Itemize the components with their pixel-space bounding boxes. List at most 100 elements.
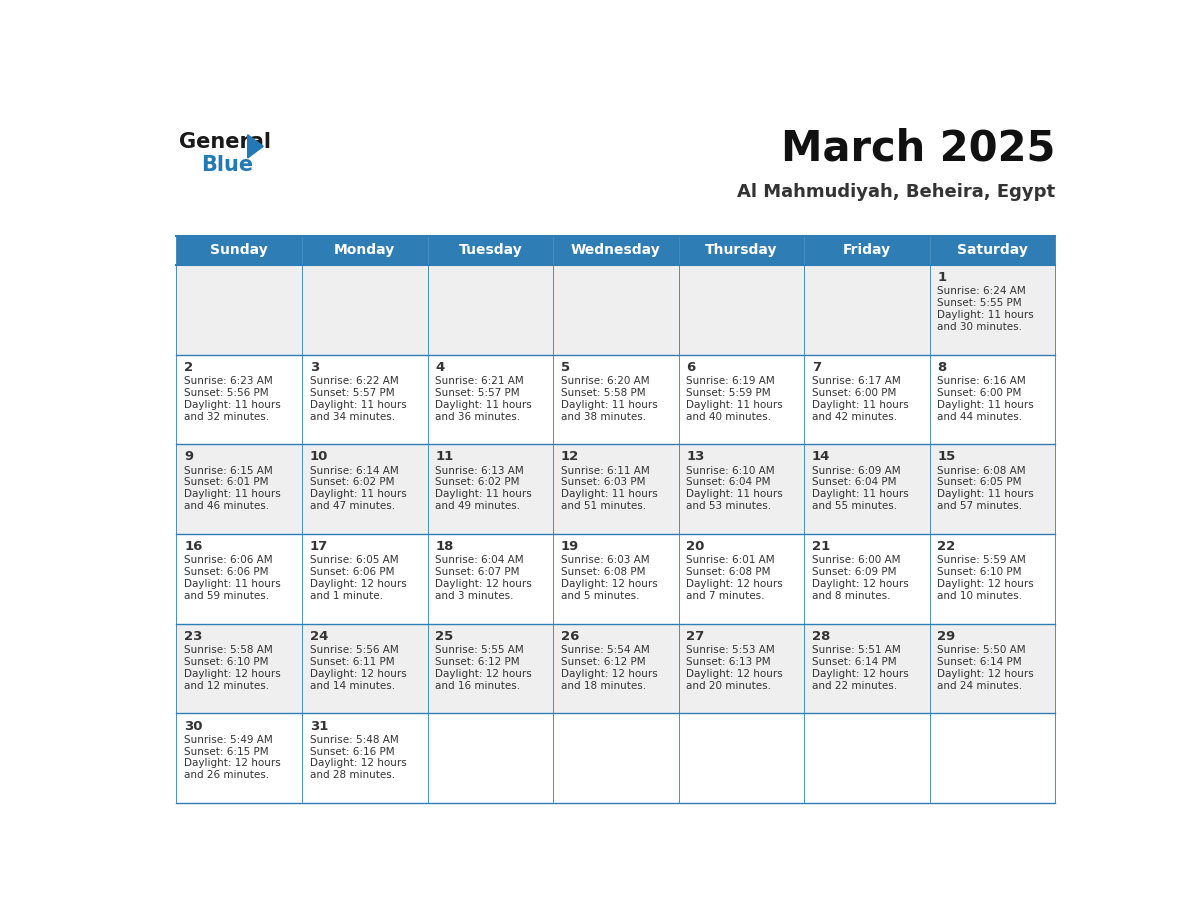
Text: Sunset: 5:56 PM: Sunset: 5:56 PM	[184, 387, 268, 397]
Text: and 44 minutes.: and 44 minutes.	[937, 411, 1023, 421]
Text: Sunrise: 5:56 AM: Sunrise: 5:56 AM	[310, 645, 398, 655]
Text: Daylight: 12 hours: Daylight: 12 hours	[811, 579, 909, 589]
Text: Daylight: 12 hours: Daylight: 12 hours	[310, 579, 406, 589]
Text: Sunrise: 6:21 AM: Sunrise: 6:21 AM	[435, 375, 524, 386]
Bar	[804, 236, 930, 265]
Bar	[804, 623, 930, 713]
Text: Sunset: 6:06 PM: Sunset: 6:06 PM	[184, 567, 268, 577]
Bar	[302, 623, 428, 713]
Bar	[554, 534, 678, 623]
Bar	[302, 236, 428, 265]
Bar	[428, 354, 554, 444]
Text: and 14 minutes.: and 14 minutes.	[310, 681, 394, 690]
Text: Daylight: 12 hours: Daylight: 12 hours	[310, 669, 406, 678]
Text: Daylight: 12 hours: Daylight: 12 hours	[435, 669, 532, 678]
Text: 22: 22	[937, 540, 955, 554]
Text: Sunrise: 5:55 AM: Sunrise: 5:55 AM	[435, 645, 524, 655]
Text: 28: 28	[811, 630, 830, 643]
Text: and 40 minutes.: and 40 minutes.	[687, 411, 771, 421]
Text: Sunset: 5:57 PM: Sunset: 5:57 PM	[310, 387, 394, 397]
Bar	[176, 713, 302, 803]
Text: Sunset: 6:01 PM: Sunset: 6:01 PM	[184, 477, 268, 487]
Text: Sunset: 6:13 PM: Sunset: 6:13 PM	[687, 657, 771, 666]
Text: Sunrise: 6:23 AM: Sunrise: 6:23 AM	[184, 375, 273, 386]
Bar	[804, 534, 930, 623]
Text: and 18 minutes.: and 18 minutes.	[561, 681, 646, 690]
Bar	[804, 354, 930, 444]
Text: 4: 4	[435, 361, 444, 374]
Text: Daylight: 12 hours: Daylight: 12 hours	[937, 579, 1035, 589]
Text: Daylight: 11 hours: Daylight: 11 hours	[937, 310, 1035, 320]
Bar	[678, 444, 804, 534]
Text: Sunrise: 5:58 AM: Sunrise: 5:58 AM	[184, 645, 273, 655]
Text: and 28 minutes.: and 28 minutes.	[310, 770, 394, 780]
Text: and 38 minutes.: and 38 minutes.	[561, 411, 646, 421]
Text: and 5 minutes.: and 5 minutes.	[561, 591, 639, 601]
Bar	[930, 623, 1055, 713]
Text: Sunrise: 6:24 AM: Sunrise: 6:24 AM	[937, 286, 1026, 297]
Text: 30: 30	[184, 720, 203, 733]
Text: Sunset: 6:12 PM: Sunset: 6:12 PM	[435, 657, 520, 666]
Bar	[176, 444, 302, 534]
Text: Sunrise: 5:59 AM: Sunrise: 5:59 AM	[937, 555, 1026, 565]
Text: 17: 17	[310, 540, 328, 554]
Text: Sunrise: 6:04 AM: Sunrise: 6:04 AM	[435, 555, 524, 565]
Text: Daylight: 11 hours: Daylight: 11 hours	[937, 399, 1035, 409]
Text: Sunrise: 5:53 AM: Sunrise: 5:53 AM	[687, 645, 775, 655]
Text: Sunrise: 6:05 AM: Sunrise: 6:05 AM	[310, 555, 398, 565]
Text: Wednesday: Wednesday	[571, 243, 661, 257]
Bar	[554, 444, 678, 534]
Text: 31: 31	[310, 720, 328, 733]
Text: Sunrise: 6:10 AM: Sunrise: 6:10 AM	[687, 465, 775, 476]
Text: 20: 20	[687, 540, 704, 554]
Text: 7: 7	[811, 361, 821, 374]
Text: and 1 minute.: and 1 minute.	[310, 591, 383, 601]
Text: Thursday: Thursday	[706, 243, 778, 257]
Bar	[176, 354, 302, 444]
Text: Tuesday: Tuesday	[459, 243, 523, 257]
Text: Sunset: 5:55 PM: Sunset: 5:55 PM	[937, 298, 1022, 308]
Text: and 7 minutes.: and 7 minutes.	[687, 591, 765, 601]
Text: Sunset: 6:05 PM: Sunset: 6:05 PM	[937, 477, 1022, 487]
Text: Sunrise: 6:06 AM: Sunrise: 6:06 AM	[184, 555, 273, 565]
Text: Sunset: 6:03 PM: Sunset: 6:03 PM	[561, 477, 645, 487]
Text: Daylight: 11 hours: Daylight: 11 hours	[435, 489, 532, 499]
Bar	[804, 713, 930, 803]
Text: Daylight: 12 hours: Daylight: 12 hours	[184, 669, 280, 678]
Text: 11: 11	[435, 451, 454, 464]
Text: Saturday: Saturday	[958, 243, 1028, 257]
Text: Sunrise: 6:14 AM: Sunrise: 6:14 AM	[310, 465, 398, 476]
Text: 6: 6	[687, 361, 696, 374]
Text: Sunrise: 5:48 AM: Sunrise: 5:48 AM	[310, 734, 398, 744]
Text: Sunset: 6:07 PM: Sunset: 6:07 PM	[435, 567, 520, 577]
Text: Daylight: 11 hours: Daylight: 11 hours	[184, 489, 280, 499]
Text: and 57 minutes.: and 57 minutes.	[937, 501, 1023, 511]
Bar	[302, 354, 428, 444]
Text: Daylight: 11 hours: Daylight: 11 hours	[184, 399, 280, 409]
Text: Sunset: 6:04 PM: Sunset: 6:04 PM	[811, 477, 897, 487]
Text: Sunrise: 6:03 AM: Sunrise: 6:03 AM	[561, 555, 650, 565]
Text: Daylight: 11 hours: Daylight: 11 hours	[184, 579, 280, 589]
Text: Sunrise: 5:54 AM: Sunrise: 5:54 AM	[561, 645, 650, 655]
Text: Daylight: 11 hours: Daylight: 11 hours	[687, 489, 783, 499]
Text: and 49 minutes.: and 49 minutes.	[435, 501, 520, 511]
Text: Sunrise: 6:13 AM: Sunrise: 6:13 AM	[435, 465, 524, 476]
Text: Daylight: 11 hours: Daylight: 11 hours	[561, 399, 657, 409]
Text: Daylight: 11 hours: Daylight: 11 hours	[310, 399, 406, 409]
Bar	[554, 236, 678, 265]
Text: 25: 25	[435, 630, 454, 643]
Text: Sunset: 6:08 PM: Sunset: 6:08 PM	[561, 567, 645, 577]
Text: Blue: Blue	[201, 155, 253, 174]
Bar	[678, 236, 804, 265]
Text: Sunset: 5:58 PM: Sunset: 5:58 PM	[561, 387, 645, 397]
Text: and 12 minutes.: and 12 minutes.	[184, 681, 270, 690]
Text: 10: 10	[310, 451, 328, 464]
Text: Sunrise: 6:09 AM: Sunrise: 6:09 AM	[811, 465, 901, 476]
Text: Sunrise: 6:00 AM: Sunrise: 6:00 AM	[811, 555, 901, 565]
Text: Sunset: 6:16 PM: Sunset: 6:16 PM	[310, 746, 394, 756]
Text: Sunset: 6:02 PM: Sunset: 6:02 PM	[310, 477, 394, 487]
Polygon shape	[248, 135, 264, 158]
Text: Sunset: 6:10 PM: Sunset: 6:10 PM	[184, 657, 268, 666]
Bar	[176, 623, 302, 713]
Text: Monday: Monday	[334, 243, 396, 257]
